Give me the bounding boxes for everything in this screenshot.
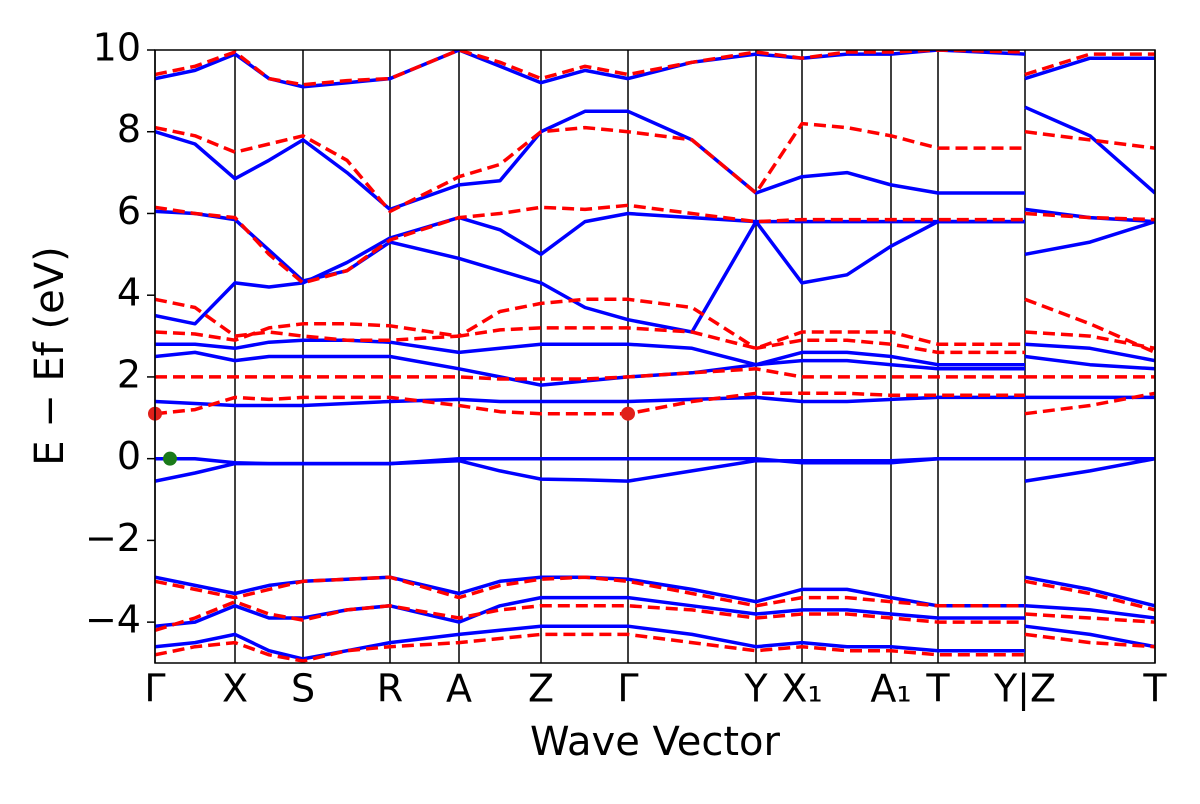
y-tick-label: 6	[117, 189, 141, 233]
x-tick-label: Y|Z	[993, 667, 1056, 712]
y-tick-label: 4	[117, 271, 141, 315]
band-line	[155, 297, 1155, 355]
band-line	[155, 575, 1155, 608]
x-tick-label: A₁	[870, 667, 911, 711]
x-tick-label: X₁	[781, 667, 822, 711]
y-axis-label: E − Ef (eV)	[27, 246, 73, 465]
band-line	[155, 391, 1155, 416]
y-tick-label: 8	[117, 107, 141, 151]
y-tick-label: 2	[117, 352, 141, 396]
point-marker	[621, 406, 635, 421]
band-line	[155, 632, 1155, 663]
x-tick-label: A	[446, 667, 472, 711]
x-tick-label: T	[1142, 667, 1167, 711]
band-line	[155, 624, 1155, 661]
x-tick-label: T	[925, 667, 950, 711]
y-tick-label: −2	[85, 516, 141, 560]
y-tick-label: 0	[117, 434, 141, 478]
band-line	[155, 595, 1155, 628]
band-line	[155, 599, 1155, 632]
band-line	[155, 350, 1155, 387]
y-tick-label: 10	[93, 26, 141, 70]
markers	[148, 406, 635, 466]
band-line	[155, 456, 1155, 483]
band-line	[155, 575, 1155, 612]
bands	[155, 50, 1155, 663]
band-line	[155, 207, 1155, 334]
band-line	[155, 338, 1155, 367]
y-tick-label: −4	[85, 598, 141, 642]
x-tick-label: X	[222, 667, 248, 711]
x-tick-label: R	[377, 667, 403, 711]
plot-frame	[154, 49, 1156, 664]
x-tick-label: Y	[743, 667, 768, 711]
x-tick-label: Z	[528, 667, 554, 711]
band-line	[155, 105, 1155, 212]
x-axis-label: Wave Vector	[530, 719, 781, 765]
x-tick-label: Γ	[144, 667, 165, 711]
point-marker	[163, 451, 177, 466]
labels: −4 −2 0 2 4 6 8 10 Γ X S R A Z Γ Y X₁ A₁ T Y|Z T	[85, 26, 1167, 712]
band-line	[155, 367, 1155, 381]
x-tick-label: Γ	[617, 667, 638, 711]
x-tick-label: S	[291, 667, 315, 711]
band-line	[155, 50, 1155, 87]
band-line	[155, 203, 1155, 285]
band-line	[155, 211, 1155, 326]
band-line	[155, 121, 1155, 214]
